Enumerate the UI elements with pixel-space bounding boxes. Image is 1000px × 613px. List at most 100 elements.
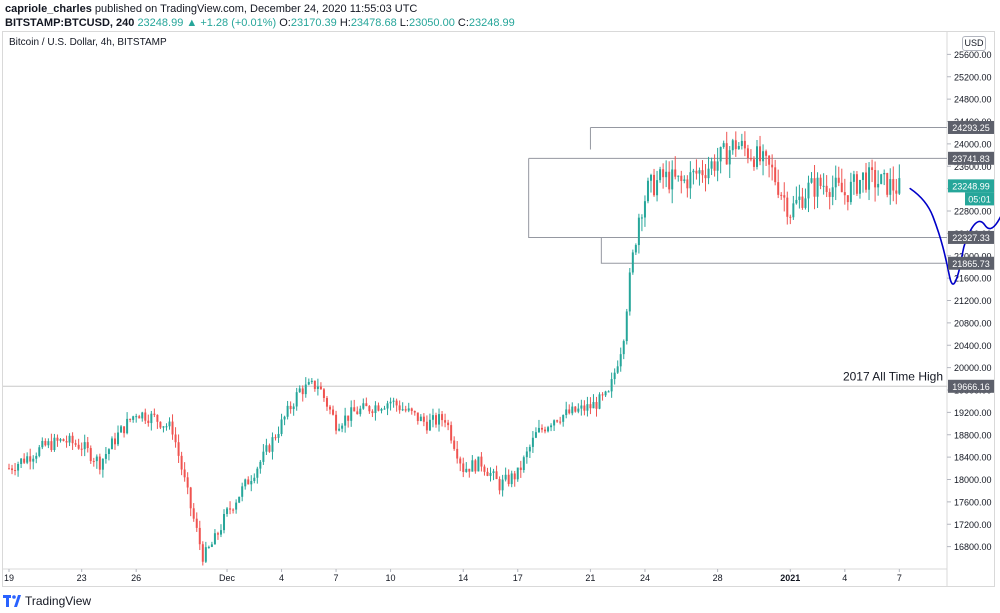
candle-body: [322, 389, 325, 398]
candle-body: [68, 435, 71, 443]
candle-body: [434, 415, 437, 425]
candle-body: [640, 217, 643, 219]
x-tick-label: 7: [334, 573, 339, 583]
candle-body: [610, 379, 613, 392]
candle-body: [141, 412, 144, 419]
candle-body: [153, 413, 156, 415]
x-tick-label: 24: [640, 573, 650, 583]
price-level-tag: [948, 230, 994, 244]
candle-body: [583, 405, 586, 411]
candle-body: [550, 425, 553, 428]
candle-body: [465, 468, 468, 472]
candle-body: [444, 420, 447, 423]
candle-body: [737, 146, 740, 150]
candle-body: [425, 421, 428, 431]
y-tick-label: 25200.00: [954, 72, 992, 82]
y-tick-label: 20400.00: [954, 341, 992, 351]
candle-body: [416, 412, 419, 422]
candle-body: [489, 473, 492, 476]
candle-body: [195, 518, 198, 528]
candle-body: [895, 190, 898, 194]
tradingview-brand[interactable]: TradingView: [25, 594, 92, 608]
candle-body: [210, 544, 213, 547]
candle-body: [589, 404, 592, 409]
candle-body: [283, 416, 286, 420]
candle-body: [325, 397, 328, 407]
low-value: 23050.00: [408, 17, 455, 29]
candle-body: [26, 456, 29, 463]
x-tick-label: 21: [585, 573, 595, 583]
candle-body: [274, 437, 277, 439]
candle-body: [23, 458, 26, 463]
candle-body: [438, 414, 441, 425]
candle-body: [292, 406, 295, 410]
candle-body: [126, 418, 129, 434]
y-tick-label: 21200.00: [954, 296, 992, 306]
candle-body: [855, 174, 858, 194]
candle-body: [819, 177, 822, 186]
high-label: H:: [339, 17, 351, 29]
candle-body: [162, 426, 165, 428]
candle-body: [513, 473, 516, 480]
candle-body: [250, 481, 253, 485]
candle-body: [201, 544, 204, 562]
candle-body: [53, 437, 56, 450]
candle-body: [174, 434, 177, 443]
candle-body: [62, 439, 65, 442]
price-level-label: 21865.73: [952, 259, 990, 269]
candle-body: [368, 406, 371, 412]
candle-body: [674, 169, 677, 177]
candle-body: [413, 411, 416, 413]
candle-body: [528, 446, 531, 452]
candle-body: [810, 178, 813, 183]
candle-body: [407, 408, 410, 411]
candle-body: [547, 427, 550, 432]
candle-body: [289, 405, 292, 410]
y-tick-label: 19200.00: [954, 408, 992, 418]
candle-body: [329, 406, 332, 410]
candle-body: [771, 164, 774, 168]
candle-body: [574, 406, 577, 412]
range-bottom-line: [600, 237, 947, 264]
candle-body: [625, 311, 628, 342]
candle-body: [650, 174, 653, 181]
candle-body: [483, 466, 486, 472]
candle-body: [350, 407, 353, 421]
candle-body: [398, 405, 401, 411]
candle-body: [150, 413, 153, 424]
candle-body: [422, 416, 425, 422]
candle-body: [777, 182, 780, 195]
author-name[interactable]: capriole_charles: [5, 3, 92, 15]
currency-badge[interactable]: USD: [962, 36, 986, 51]
price-level-label: 22327.33: [952, 233, 990, 243]
candle-body: [171, 421, 174, 435]
y-tick-label: 18400.00: [954, 453, 992, 463]
candle-body: [213, 533, 216, 545]
candle-body: [374, 405, 377, 414]
candle-body: [504, 474, 507, 480]
candle-body: [74, 443, 77, 445]
chart-frame[interactable]: [2, 31, 995, 587]
price-level-tag: [948, 256, 994, 270]
price-level-tag: [948, 379, 994, 393]
candle-body: [419, 416, 422, 422]
candle-body: [740, 140, 743, 147]
candle-body: [834, 177, 837, 188]
candle-body: [20, 458, 23, 464]
candle-body: [117, 432, 120, 445]
x-tick-label: 10: [386, 573, 396, 583]
candle-body: [286, 405, 289, 417]
countdown-tag: [965, 192, 994, 206]
candle-body: [692, 170, 695, 173]
ohlc-line: BITSTAMP:BTCUSD, 240 23248.99 ▲ +1.28 (+…: [5, 17, 515, 30]
candle-body: [510, 473, 513, 485]
candle-body: [383, 408, 386, 410]
candle-body: [268, 445, 271, 452]
candle-body: [852, 174, 855, 182]
candle-body: [253, 477, 256, 482]
tradingview-logo-icon[interactable]: [3, 595, 21, 607]
x-tick-label: 26: [131, 573, 141, 583]
candle-body: [507, 474, 510, 485]
candle-body: [98, 456, 101, 470]
